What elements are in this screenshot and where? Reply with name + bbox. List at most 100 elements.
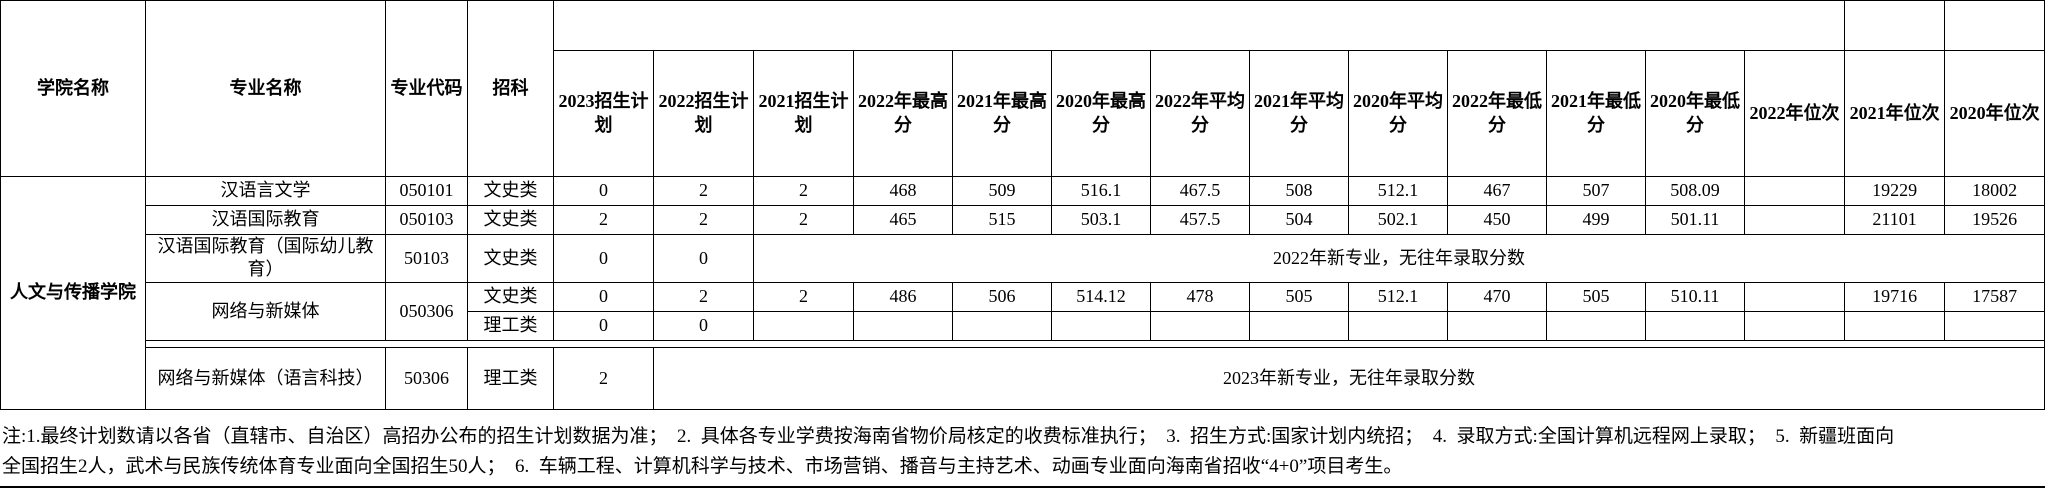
col-header-major: 专业名称 — [145, 0, 386, 177]
cell: 467.5 — [1150, 176, 1250, 206]
new-major-note-cell: 2023年新专业，无往年录取分数 — [652, 346, 2045, 410]
col-header-avg-2020: 2020年平均分 — [1348, 50, 1448, 177]
major-cell: 汉语国际教育 — [145, 205, 386, 235]
cell — [1944, 310, 2045, 341]
cell: 512.1 — [1348, 176, 1448, 206]
subject-cell: 理工类 — [467, 310, 554, 341]
cell: 504 — [1249, 205, 1349, 235]
subject-cell: 文史类 — [467, 281, 554, 312]
cell: 0 — [553, 176, 654, 206]
cell: 515 — [952, 205, 1052, 235]
cell — [1645, 310, 1745, 341]
new-major-note-cell: 2022年新专业，无往年录取分数 — [752, 234, 2045, 283]
cell: 499 — [1546, 205, 1646, 235]
code-cell: 050103 — [385, 205, 468, 235]
col-header-plan-2022: 2022招生计划 — [653, 50, 754, 177]
cell: 0 — [553, 234, 654, 283]
table-row: 人文与传播学院 汉语言文学 050101 文史类 0 2 2 468 509 5… — [0, 176, 2045, 410]
cell: 0 — [653, 234, 754, 283]
cell: 19229 — [1844, 176, 1946, 206]
cell: 506 — [952, 281, 1052, 312]
cell — [952, 310, 1052, 341]
cell: 510.11 — [1645, 281, 1745, 312]
cell: 505 — [1546, 281, 1646, 312]
header-strip-cell — [1844, 0, 1946, 51]
cell — [1743, 176, 1846, 206]
cell: 2 — [753, 205, 854, 235]
major-cell: 网络与新媒体（语言科技） — [145, 346, 386, 410]
cell: 2 — [653, 205, 754, 235]
cell: 2 — [553, 205, 654, 235]
bottom-divider — [0, 486, 2045, 488]
cell: 508 — [1249, 176, 1349, 206]
col-header-plan-2023: 2023招生计划 — [553, 50, 654, 177]
table-row: 理工类 0 0 — [1, 310, 2045, 341]
cell — [1743, 281, 1846, 312]
cell: 505 — [1249, 281, 1349, 312]
cell: 0 — [553, 310, 654, 341]
cell: 503.1 — [1051, 205, 1151, 235]
code-cell: 050306 — [385, 281, 468, 341]
table-row: 汉语国际教育 050103 文史类 2 2 2 465 515 503.1 45… — [1, 205, 2045, 235]
col-header-avg-2022: 2022年平均分 — [1150, 50, 1250, 177]
cell: 478 — [1150, 281, 1250, 312]
cell: 514.12 — [1051, 281, 1151, 312]
separator-cell — [144, 339, 2045, 348]
cell: 450 — [1447, 205, 1547, 235]
cell: 501.11 — [1645, 205, 1745, 235]
table-row: 网络与新媒体（语言科技） 50306 理工类 2 2023年新专业，无往年录取分… — [1, 346, 2045, 410]
cell — [1546, 310, 1646, 341]
major-cell: 汉语言文学 — [145, 176, 386, 206]
cell: 2 — [653, 281, 754, 312]
table-row: 网络与新媒体 050306 文史类 0 2 2 486 506 514.12 4… — [1, 281, 2045, 341]
col-header-avg-2021: 2021年平均分 — [1249, 50, 1349, 177]
cell — [1249, 310, 1349, 341]
cell — [1150, 310, 1250, 341]
cell: 2 — [753, 176, 854, 206]
cell: 507 — [1546, 176, 1646, 206]
code-cell: 50306 — [385, 346, 468, 410]
cell: 0 — [653, 310, 754, 341]
cell: 486 — [853, 281, 953, 312]
col-header-max-2022: 2022年最高分 — [853, 50, 953, 177]
college-name-cell: 人文与传播学院 — [0, 176, 146, 410]
subject-cell: 文史类 — [467, 176, 554, 206]
cell — [1844, 310, 1946, 341]
header-strip-cell — [552, 0, 1846, 51]
cell: 19526 — [1944, 205, 2045, 235]
cell: 508.09 — [1645, 176, 1745, 206]
col-header-min-2022: 2022年最低分 — [1447, 50, 1547, 177]
header-row: 2023招生计划 2022招生计划 2021招生计划 2022年最高分 2021… — [1, 50, 2045, 177]
cell: 2 — [753, 281, 854, 312]
cell: 467 — [1447, 176, 1547, 206]
cell — [1743, 310, 1846, 341]
cell: 18002 — [1944, 176, 2045, 206]
col-header-code: 专业代码 — [385, 0, 468, 177]
col-header-min-2020: 2020年最低分 — [1645, 50, 1745, 177]
col-header-rank-2021: 2021年位次 — [1844, 50, 1946, 177]
cell — [853, 310, 953, 341]
cell: 2 — [653, 176, 754, 206]
col-header-rank-2020: 2020年位次 — [1944, 50, 2045, 177]
col-header-rank-2022: 2022年位次 — [1743, 50, 1846, 177]
cell: 468 — [853, 176, 953, 206]
cell: 457.5 — [1150, 205, 1250, 235]
col-header-max-2021: 2021年最高分 — [952, 50, 1052, 177]
cell: 516.1 — [1051, 176, 1151, 206]
cell: 512.1 — [1348, 281, 1448, 312]
cell: 465 — [853, 205, 953, 235]
subject-cell: 文史类 — [467, 205, 554, 235]
cell — [1447, 310, 1547, 341]
major-cell: 网络与新媒体 — [145, 281, 386, 341]
admissions-table: 学院名称 专业名称 专业代码 招科 2023招生计划 2022招生计划 2021… — [0, 0, 2045, 410]
header-strip-cell — [1944, 0, 2045, 51]
footnote: 注:1.最终计划数请以各省（直辖市、自治区）高招办公布的招生计划数据为准； 2.… — [2, 425, 1895, 477]
cell: 502.1 — [1348, 205, 1448, 235]
subject-cell: 文史类 — [467, 234, 554, 283]
code-cell: 050101 — [385, 176, 468, 206]
col-header-max-2020: 2020年最高分 — [1051, 50, 1151, 177]
separator-row — [1, 339, 2045, 348]
cell: 509 — [952, 176, 1052, 206]
cell: 0 — [553, 281, 654, 312]
col-header-subject: 招科 — [467, 0, 554, 177]
